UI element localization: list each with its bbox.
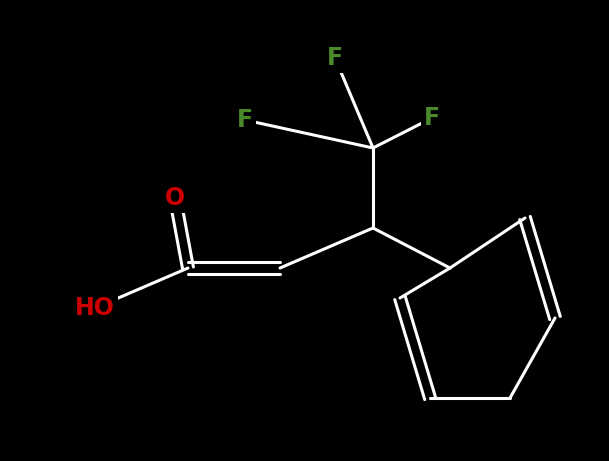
Text: F: F bbox=[327, 46, 343, 70]
Text: F: F bbox=[424, 106, 440, 130]
Text: O: O bbox=[165, 186, 185, 210]
Text: F: F bbox=[237, 108, 253, 132]
Text: HO: HO bbox=[75, 296, 115, 320]
